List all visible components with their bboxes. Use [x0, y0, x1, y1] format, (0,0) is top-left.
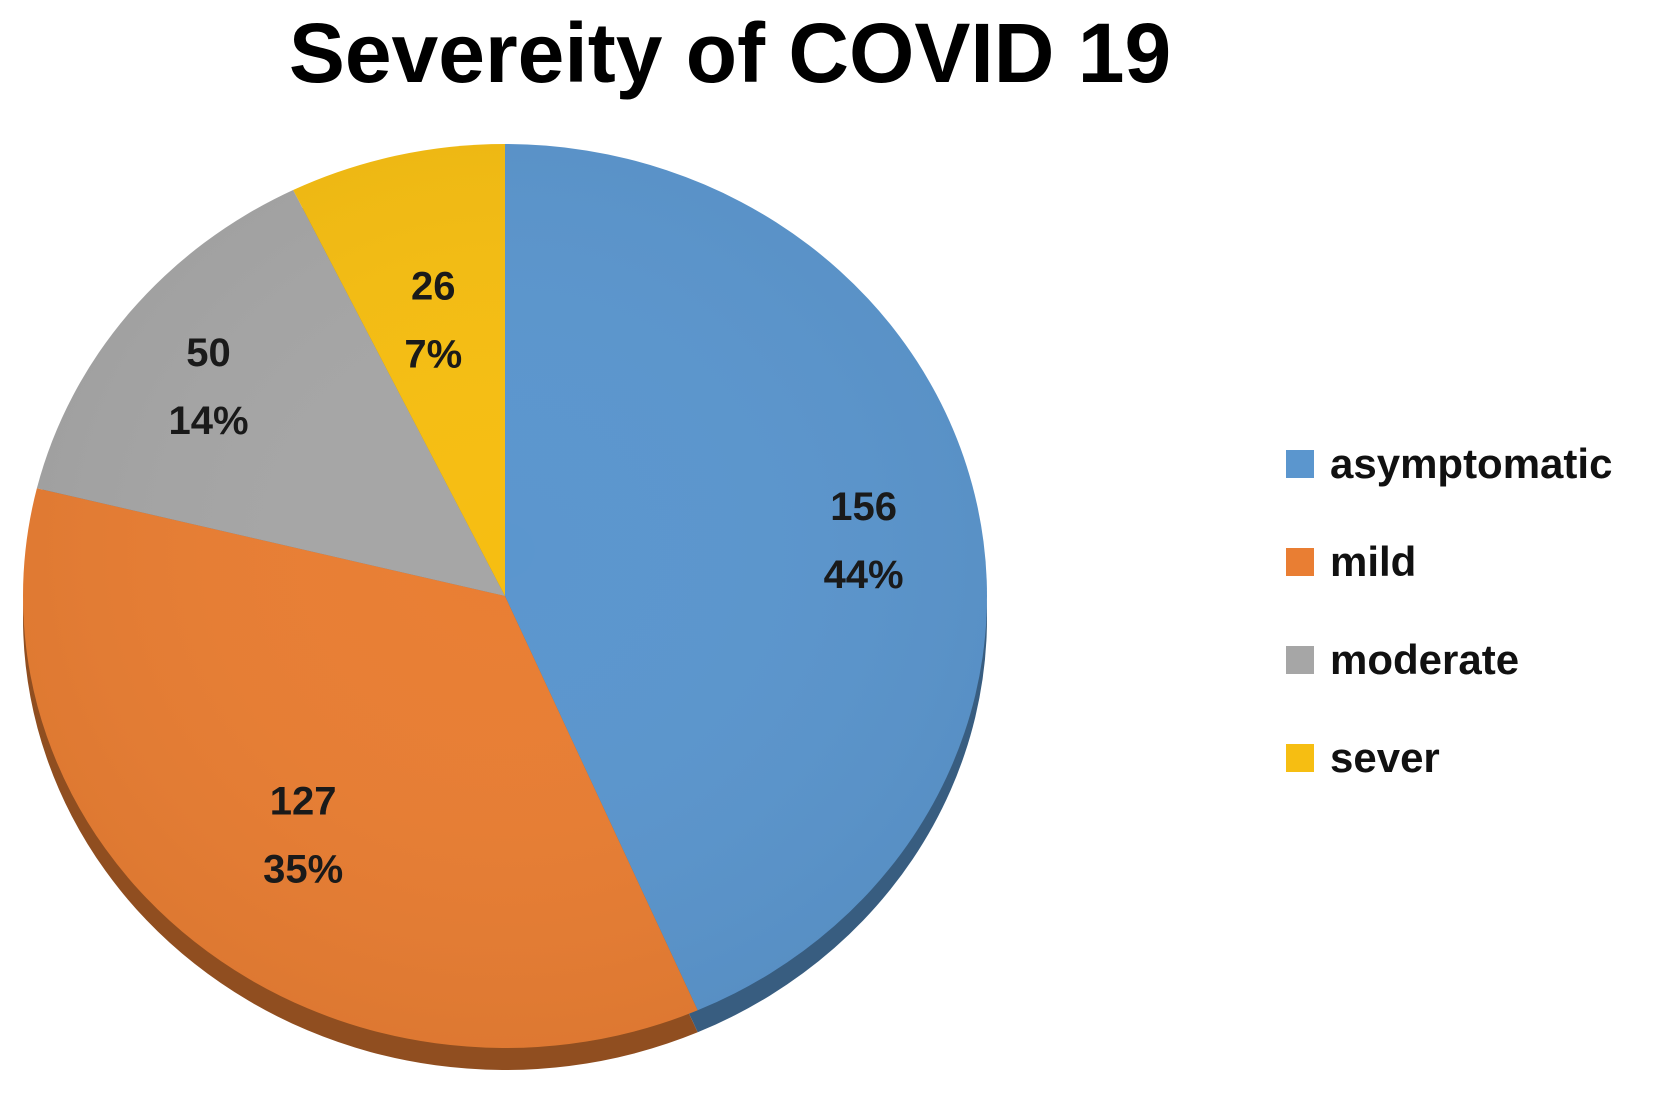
legend-swatch-asymptomatic [1286, 450, 1314, 478]
legend: asymptomatic mild moderate sever [1286, 440, 1612, 781]
chart-title: Severeity of COVID 19 [289, 6, 1171, 100]
data-label-percent-sever: 7% [404, 332, 462, 376]
data-label-percent-moderate: 14% [168, 399, 248, 443]
data-label-value-moderate: 50 [186, 331, 231, 375]
data-label-percent-asymptomatic: 44% [824, 553, 904, 597]
legend-swatch-moderate [1286, 646, 1314, 674]
legend-swatch-sever [1286, 744, 1314, 772]
data-label-value-mild: 127 [270, 780, 337, 824]
data-label-value-sever: 26 [411, 264, 456, 308]
data-label-value-asymptomatic: 156 [830, 485, 897, 529]
data-label-percent-mild: 35% [263, 848, 343, 892]
legend-swatch-mild [1286, 548, 1314, 576]
legend-label-sever: sever [1330, 734, 1440, 781]
legend-label-moderate: moderate [1330, 636, 1519, 683]
pie-data-labels: 156 44% 127 35% 50 14% 26 7% [168, 264, 903, 891]
legend-label-mild: mild [1330, 538, 1416, 585]
legend-label-asymptomatic: asymptomatic [1330, 440, 1612, 487]
